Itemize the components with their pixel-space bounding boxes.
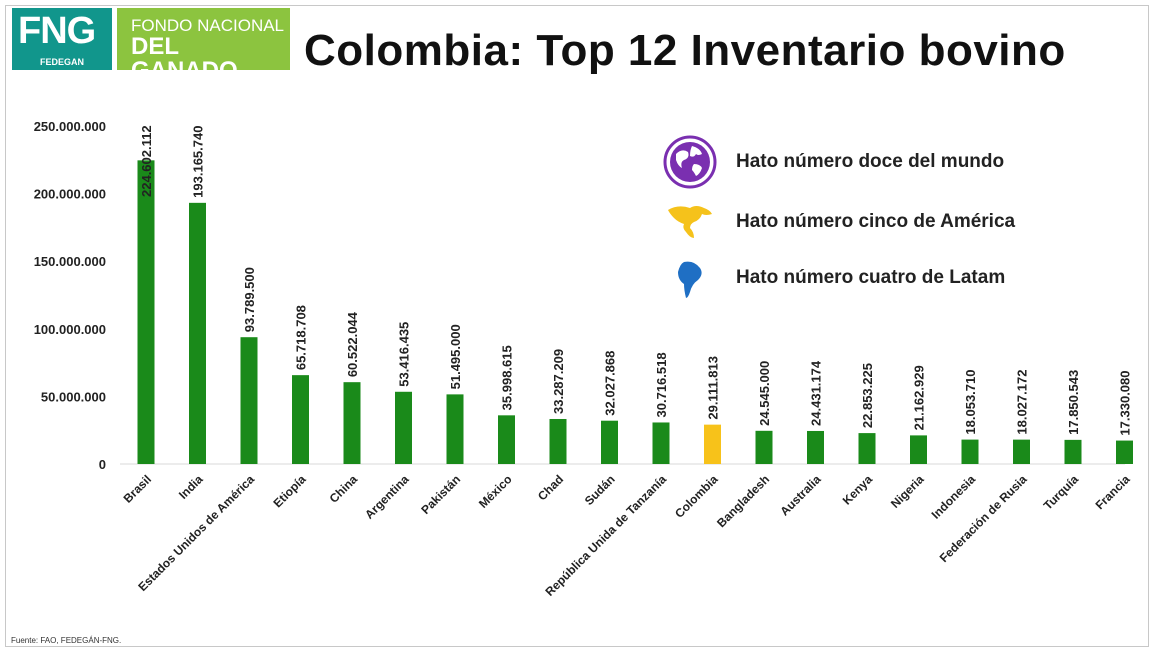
data-label: 32.027.868: [603, 351, 618, 416]
fondo-logo-line1: FONDO NACIONAL: [131, 16, 285, 35]
data-label: 21.162.929: [912, 365, 927, 430]
x-tick-label: Kenya: [840, 472, 876, 508]
bar: [858, 433, 876, 464]
data-label: 193.165.740: [191, 126, 206, 198]
bar: [395, 391, 412, 464]
x-tick-label: Etiopía: [270, 472, 308, 510]
bar: [1013, 439, 1030, 464]
data-label: 53.416.435: [397, 322, 412, 387]
y-tick-label: 0: [99, 457, 106, 472]
legend-item-america: Hato número cinco de América: [662, 200, 1015, 244]
x-tick-label: Turquía: [1041, 472, 1082, 513]
x-tick-label: Argentina: [362, 472, 412, 522]
data-label: 17.850.543: [1066, 370, 1081, 435]
x-tick-label: Bangladesh: [714, 472, 772, 530]
y-tick-label: 250.000.000: [34, 119, 106, 134]
fng-logo-text: FNG: [18, 10, 96, 52]
globe-icon: [663, 135, 717, 189]
data-label: 24.545.000: [757, 361, 772, 426]
data-label: 17.330.080: [1118, 370, 1133, 435]
fondo-logo-line2: DEL GANADO: [131, 33, 238, 84]
x-tick-label: Pakistán: [418, 472, 463, 517]
y-tick-label: 50.000.000: [41, 389, 106, 404]
bar: [343, 382, 361, 464]
data-label: 22.853.225: [860, 363, 875, 428]
bar: [652, 422, 670, 464]
y-tick-label: 200.000.000: [34, 187, 106, 202]
data-label: 51.495.000: [448, 324, 463, 389]
fedegan-logo-text: FEDEGAN: [39, 57, 84, 67]
data-label: 18.027.172: [1015, 370, 1030, 435]
x-tick-label: Chad: [535, 472, 566, 503]
x-tick-label: Indonesia: [929, 472, 979, 522]
bar: [498, 415, 515, 464]
x-tick-label: China: [327, 472, 361, 506]
data-label: 30.716.518: [654, 352, 669, 417]
y-tick-label: 150.000.000: [34, 254, 106, 269]
x-tick-label: Australia: [777, 472, 823, 518]
data-label: 65.718.708: [294, 305, 309, 370]
bar: [961, 439, 979, 464]
legend-text-latam: Hato número cuatro de Latam: [736, 267, 1006, 288]
south-america-map-icon: [678, 261, 702, 298]
data-label: 93.789.500: [242, 267, 257, 332]
bar: [240, 337, 258, 464]
x-tick-label: India: [176, 472, 206, 502]
bar: [189, 202, 206, 465]
data-label: 224.602.112: [139, 125, 154, 197]
y-tick-label: 100.000.000: [34, 322, 106, 337]
bar: [1064, 439, 1082, 464]
data-label: 24.431.174: [809, 360, 824, 426]
source-note: Fuente: FAO, FEDEGÁN-FNG.: [11, 636, 122, 645]
data-label: 60.522.044: [345, 311, 360, 377]
bar: [446, 394, 464, 464]
bar: [601, 420, 618, 464]
legend-text-world: Hato número doce del mundo: [736, 151, 1005, 172]
data-label: 29.111.813: [706, 356, 721, 420]
bar: [137, 160, 155, 464]
bar: [292, 375, 309, 464]
x-tick-label: México: [476, 472, 515, 511]
bar: [910, 435, 927, 464]
bar: [549, 418, 567, 464]
data-label: 33.287.209: [551, 349, 566, 414]
legend-item-latam: Hato número cuatro de Latam: [662, 256, 1005, 300]
data-label: 18.053.710: [963, 370, 978, 435]
bar: [807, 430, 824, 464]
fng-logo: FNG FEDEGAN: [12, 8, 112, 70]
x-tick-label: Colombia: [672, 472, 721, 521]
americas-map-icon: [668, 206, 712, 238]
legend-text-america: Hato número cinco de América: [736, 211, 1016, 232]
x-tick-label: Francia: [1093, 472, 1133, 512]
bar: [704, 424, 721, 464]
slide-frame: [5, 5, 1149, 647]
x-tick-label: Federación de Rusia: [937, 472, 1030, 565]
x-tick-label: Nigeria: [888, 472, 927, 511]
data-label: 35.998.615: [500, 345, 515, 410]
chart-title: Colombia: Top 12 Inventario bovino: [304, 26, 1066, 75]
x-tick-label: Sudán: [582, 472, 618, 508]
x-tick-label: Brasil: [121, 472, 154, 505]
fondo-nacional-logo: FONDO NACIONAL DEL GANADO: [117, 8, 290, 83]
legend-item-world: Hato número doce del mundo: [662, 135, 1005, 189]
bar: [755, 430, 773, 464]
bar: [1116, 440, 1133, 464]
